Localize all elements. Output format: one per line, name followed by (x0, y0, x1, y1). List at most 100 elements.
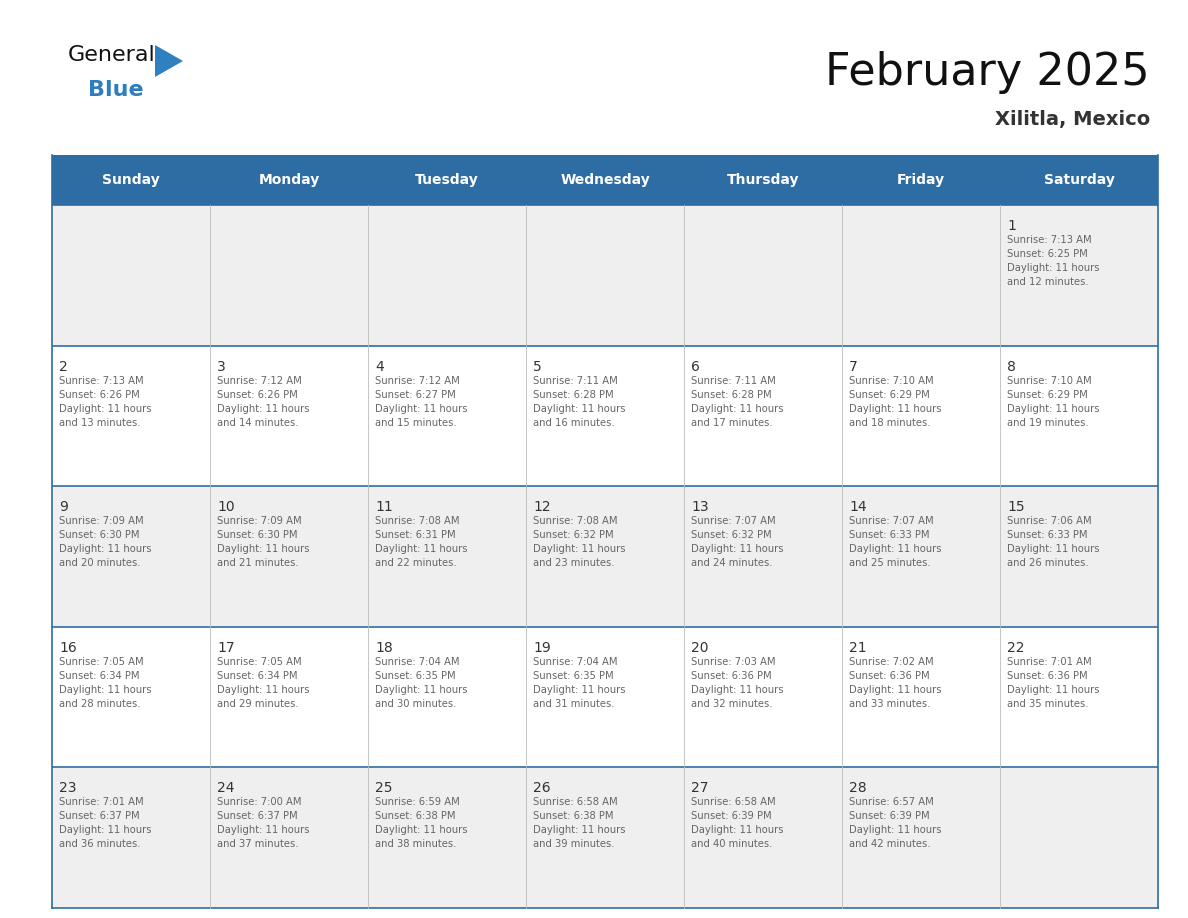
Text: 6: 6 (691, 360, 700, 374)
Text: Sunrise: 6:59 AM
Sunset: 6:38 PM
Daylight: 11 hours
and 38 minutes.: Sunrise: 6:59 AM Sunset: 6:38 PM Dayligh… (375, 798, 468, 849)
Text: 25: 25 (375, 781, 392, 795)
Text: Sunrise: 7:09 AM
Sunset: 6:30 PM
Daylight: 11 hours
and 21 minutes.: Sunrise: 7:09 AM Sunset: 6:30 PM Dayligh… (217, 516, 310, 568)
Text: Sunrise: 7:04 AM
Sunset: 6:35 PM
Daylight: 11 hours
and 31 minutes.: Sunrise: 7:04 AM Sunset: 6:35 PM Dayligh… (533, 656, 626, 709)
Bar (52, 767, 210, 908)
Bar (842, 205, 1000, 345)
Text: 26: 26 (533, 781, 550, 795)
Text: 27: 27 (691, 781, 708, 795)
Bar (1000, 487, 1158, 627)
Bar (842, 155, 1000, 205)
Bar (52, 487, 210, 627)
Bar (684, 487, 842, 627)
Text: 16: 16 (59, 641, 77, 655)
Text: 28: 28 (849, 781, 866, 795)
Bar (210, 155, 368, 205)
Bar (210, 767, 368, 908)
Text: Sunrise: 7:10 AM
Sunset: 6:29 PM
Daylight: 11 hours
and 19 minutes.: Sunrise: 7:10 AM Sunset: 6:29 PM Dayligh… (1007, 375, 1100, 428)
Text: 11: 11 (375, 500, 393, 514)
Text: Sunrise: 6:58 AM
Sunset: 6:39 PM
Daylight: 11 hours
and 40 minutes.: Sunrise: 6:58 AM Sunset: 6:39 PM Dayligh… (691, 798, 784, 849)
Bar (368, 627, 526, 767)
Bar (1000, 155, 1158, 205)
Bar (52, 205, 210, 345)
Bar (368, 487, 526, 627)
Text: 5: 5 (533, 360, 542, 374)
Bar (526, 155, 684, 205)
Text: Sunrise: 7:08 AM
Sunset: 6:31 PM
Daylight: 11 hours
and 22 minutes.: Sunrise: 7:08 AM Sunset: 6:31 PM Dayligh… (375, 516, 468, 568)
Bar (526, 627, 684, 767)
Text: Sunrise: 7:02 AM
Sunset: 6:36 PM
Daylight: 11 hours
and 33 minutes.: Sunrise: 7:02 AM Sunset: 6:36 PM Dayligh… (849, 656, 942, 709)
Text: Sunrise: 7:01 AM
Sunset: 6:37 PM
Daylight: 11 hours
and 36 minutes.: Sunrise: 7:01 AM Sunset: 6:37 PM Dayligh… (59, 798, 152, 849)
Text: Friday: Friday (897, 173, 946, 187)
Bar (210, 627, 368, 767)
Text: Sunrise: 7:04 AM
Sunset: 6:35 PM
Daylight: 11 hours
and 30 minutes.: Sunrise: 7:04 AM Sunset: 6:35 PM Dayligh… (375, 656, 468, 709)
Bar (1000, 345, 1158, 487)
Text: Saturday: Saturday (1043, 173, 1114, 187)
Text: February 2025: February 2025 (826, 50, 1150, 94)
Bar (526, 767, 684, 908)
Bar (526, 345, 684, 487)
Text: 10: 10 (217, 500, 234, 514)
Text: 24: 24 (217, 781, 234, 795)
Text: Wednesday: Wednesday (560, 173, 650, 187)
Polygon shape (154, 45, 183, 77)
Bar (52, 155, 210, 205)
Text: Sunrise: 7:08 AM
Sunset: 6:32 PM
Daylight: 11 hours
and 23 minutes.: Sunrise: 7:08 AM Sunset: 6:32 PM Dayligh… (533, 516, 626, 568)
Text: 14: 14 (849, 500, 866, 514)
Bar (684, 627, 842, 767)
Text: Sunrise: 7:11 AM
Sunset: 6:28 PM
Daylight: 11 hours
and 17 minutes.: Sunrise: 7:11 AM Sunset: 6:28 PM Dayligh… (691, 375, 784, 428)
Text: Monday: Monday (258, 173, 320, 187)
Text: Sunrise: 7:12 AM
Sunset: 6:26 PM
Daylight: 11 hours
and 14 minutes.: Sunrise: 7:12 AM Sunset: 6:26 PM Dayligh… (217, 375, 310, 428)
Text: 4: 4 (375, 360, 384, 374)
Text: Sunrise: 7:03 AM
Sunset: 6:36 PM
Daylight: 11 hours
and 32 minutes.: Sunrise: 7:03 AM Sunset: 6:36 PM Dayligh… (691, 656, 784, 709)
Bar (842, 627, 1000, 767)
Bar (1000, 205, 1158, 345)
Bar (526, 205, 684, 345)
Text: Sunrise: 7:06 AM
Sunset: 6:33 PM
Daylight: 11 hours
and 26 minutes.: Sunrise: 7:06 AM Sunset: 6:33 PM Dayligh… (1007, 516, 1100, 568)
Text: General: General (68, 45, 156, 65)
Bar (368, 155, 526, 205)
Bar (368, 767, 526, 908)
Text: 2: 2 (59, 360, 68, 374)
Text: Sunrise: 7:05 AM
Sunset: 6:34 PM
Daylight: 11 hours
and 29 minutes.: Sunrise: 7:05 AM Sunset: 6:34 PM Dayligh… (217, 656, 310, 709)
Bar (368, 345, 526, 487)
Text: 18: 18 (375, 641, 393, 655)
Text: Xilitla, Mexico: Xilitla, Mexico (994, 110, 1150, 129)
Text: Sunrise: 7:13 AM
Sunset: 6:26 PM
Daylight: 11 hours
and 13 minutes.: Sunrise: 7:13 AM Sunset: 6:26 PM Dayligh… (59, 375, 152, 428)
Bar (210, 345, 368, 487)
Bar (842, 487, 1000, 627)
Bar (684, 205, 842, 345)
Text: Sunrise: 7:09 AM
Sunset: 6:30 PM
Daylight: 11 hours
and 20 minutes.: Sunrise: 7:09 AM Sunset: 6:30 PM Dayligh… (59, 516, 152, 568)
Text: 22: 22 (1007, 641, 1024, 655)
Text: Sunrise: 7:12 AM
Sunset: 6:27 PM
Daylight: 11 hours
and 15 minutes.: Sunrise: 7:12 AM Sunset: 6:27 PM Dayligh… (375, 375, 468, 428)
Bar (52, 345, 210, 487)
Text: 3: 3 (217, 360, 226, 374)
Bar (210, 487, 368, 627)
Text: 23: 23 (59, 781, 76, 795)
Text: Sunrise: 7:13 AM
Sunset: 6:25 PM
Daylight: 11 hours
and 12 minutes.: Sunrise: 7:13 AM Sunset: 6:25 PM Dayligh… (1007, 235, 1100, 287)
Bar (684, 767, 842, 908)
Text: 7: 7 (849, 360, 858, 374)
Text: 21: 21 (849, 641, 866, 655)
Text: 19: 19 (533, 641, 551, 655)
Text: Sunrise: 7:10 AM
Sunset: 6:29 PM
Daylight: 11 hours
and 18 minutes.: Sunrise: 7:10 AM Sunset: 6:29 PM Dayligh… (849, 375, 942, 428)
Text: 17: 17 (217, 641, 234, 655)
Bar (526, 487, 684, 627)
Bar (842, 345, 1000, 487)
Bar (210, 205, 368, 345)
Text: Sunrise: 7:00 AM
Sunset: 6:37 PM
Daylight: 11 hours
and 37 minutes.: Sunrise: 7:00 AM Sunset: 6:37 PM Dayligh… (217, 798, 310, 849)
Bar (842, 767, 1000, 908)
Text: Tuesday: Tuesday (415, 173, 479, 187)
Text: Sunday: Sunday (102, 173, 160, 187)
Text: 1: 1 (1007, 219, 1016, 233)
Bar (1000, 627, 1158, 767)
Text: Sunrise: 7:07 AM
Sunset: 6:33 PM
Daylight: 11 hours
and 25 minutes.: Sunrise: 7:07 AM Sunset: 6:33 PM Dayligh… (849, 516, 942, 568)
Bar (52, 627, 210, 767)
Text: Blue: Blue (88, 80, 144, 100)
Text: 15: 15 (1007, 500, 1024, 514)
Text: 8: 8 (1007, 360, 1016, 374)
Text: 12: 12 (533, 500, 550, 514)
Text: 13: 13 (691, 500, 708, 514)
Bar (1000, 767, 1158, 908)
Text: Sunrise: 6:57 AM
Sunset: 6:39 PM
Daylight: 11 hours
and 42 minutes.: Sunrise: 6:57 AM Sunset: 6:39 PM Dayligh… (849, 798, 942, 849)
Text: Sunrise: 7:11 AM
Sunset: 6:28 PM
Daylight: 11 hours
and 16 minutes.: Sunrise: 7:11 AM Sunset: 6:28 PM Dayligh… (533, 375, 626, 428)
